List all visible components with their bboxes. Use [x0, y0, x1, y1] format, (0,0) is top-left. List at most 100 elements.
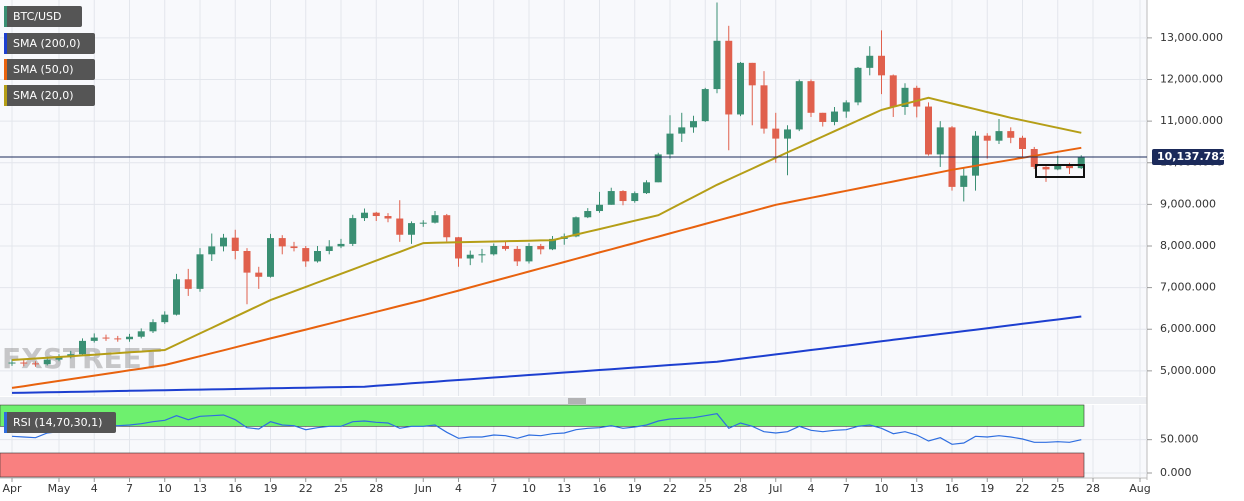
- line-series: [11, 96, 1082, 361]
- candle-body: [267, 238, 274, 277]
- candle-body: [549, 238, 556, 250]
- y-tick-label: 50.000: [1160, 433, 1199, 446]
- x-tick-label: 16: [593, 482, 607, 495]
- candle-body: [525, 245, 533, 262]
- candle-body: [337, 243, 345, 247]
- candle-body: [443, 215, 451, 238]
- x-tick-label: 22: [663, 482, 677, 495]
- candle-body: [419, 222, 427, 224]
- candle-body: [701, 89, 709, 122]
- candle-body: [983, 135, 991, 141]
- x-tick-label: Jun: [414, 482, 432, 495]
- oversold-band: [0, 452, 1085, 478]
- candle-body: [137, 331, 145, 337]
- candle-body: [396, 218, 404, 235]
- legend-swatch: [4, 6, 7, 27]
- legend-label: SMA (20,0): [13, 89, 74, 102]
- candle-body: [960, 175, 968, 187]
- x-tick-label: 13: [557, 482, 571, 495]
- candle-body: [854, 67, 862, 103]
- candle-body: [596, 204, 603, 212]
- candle-body: [384, 216, 392, 219]
- candle-body: [278, 238, 286, 247]
- x-tick-label: 25: [1051, 482, 1065, 495]
- line-series: [11, 413, 1082, 445]
- candle-body: [631, 193, 639, 202]
- legend-box[interactable]: [4, 33, 95, 54]
- legend-swatch: [4, 59, 7, 80]
- x-tick-label: 4: [455, 482, 462, 495]
- legend-box[interactable]: [4, 6, 82, 27]
- candle-body: [1007, 131, 1015, 138]
- x-tick-label: 4: [808, 482, 815, 495]
- candle-body: [490, 245, 498, 255]
- y-tick-label: 6,000.000: [1160, 322, 1216, 335]
- candle-body: [255, 272, 263, 277]
- last-price-box: [1152, 149, 1224, 166]
- x-tick-label: 4: [91, 482, 98, 495]
- candle-body: [32, 363, 39, 365]
- x-tick-label: 13: [910, 482, 924, 495]
- y-tick-label: 7,000.000: [1160, 281, 1216, 294]
- candle-body: [1042, 166, 1050, 170]
- candle-body: [1019, 137, 1026, 150]
- candle-body: [901, 87, 909, 107]
- legend-label: BTC/USD: [13, 10, 62, 23]
- candle-body: [607, 191, 615, 205]
- candle-body: [161, 314, 169, 323]
- candle-body: [819, 112, 827, 122]
- candle-body: [925, 106, 932, 155]
- candle-body: [537, 245, 545, 250]
- candle-body: [572, 217, 580, 237]
- candle-body: [584, 211, 592, 218]
- candle-body: [8, 362, 16, 364]
- candle-body: [995, 131, 1003, 141]
- y-tick-label: 13,000.000: [1160, 31, 1223, 44]
- candle-body: [196, 254, 204, 289]
- legend-box[interactable]: [4, 85, 95, 106]
- x-tick-label: 10: [875, 482, 889, 495]
- legend-box[interactable]: [4, 59, 95, 80]
- candle-body: [478, 254, 486, 256]
- grid: [0, 0, 1152, 482]
- x-tick-label: 25: [334, 482, 348, 495]
- candle-body: [842, 102, 850, 112]
- candle-body: [1054, 164, 1062, 170]
- candle-body: [725, 40, 733, 115]
- x-tick-label: 7: [843, 482, 850, 495]
- candle-body: [114, 338, 122, 340]
- candle-body: [325, 246, 333, 251]
- y-tick-label: 8,000.000: [1160, 239, 1216, 252]
- x-tick-label: 28: [369, 482, 383, 495]
- x-tick-label: 16: [228, 482, 242, 495]
- x-tick-label: 19: [264, 482, 278, 495]
- candle-body: [1077, 157, 1085, 169]
- legend-swatch: [4, 33, 7, 54]
- candle-body: [936, 127, 944, 155]
- legend-box[interactable]: [4, 412, 116, 433]
- x-tick-label: 10: [522, 482, 536, 495]
- x-tick-label: 19: [980, 482, 994, 495]
- x-tick-label: May: [48, 482, 71, 495]
- candle-body: [243, 250, 251, 273]
- highlight-box: [1035, 164, 1085, 178]
- x-tick-label: Jul: [768, 482, 782, 495]
- candle-body: [760, 85, 768, 129]
- candle-body: [748, 62, 756, 86]
- candle-body: [231, 237, 239, 251]
- candle-body: [807, 81, 815, 113]
- candle-body: [878, 55, 885, 76]
- candle-body: [184, 279, 192, 289]
- x-tick-label: 19: [628, 482, 642, 495]
- candle-body: [90, 337, 98, 341]
- x-tick-label: 16: [945, 482, 959, 495]
- candle-body: [455, 237, 462, 259]
- x-tick-label: 13: [193, 482, 207, 495]
- x-tick-label: 28: [1086, 482, 1100, 495]
- candle-body: [713, 40, 721, 90]
- candle-body: [795, 81, 803, 130]
- candle-body: [431, 215, 439, 223]
- y-tick-label: 5,000.000: [1160, 364, 1216, 377]
- candle-body: [690, 121, 697, 128]
- candle-body: [361, 212, 368, 219]
